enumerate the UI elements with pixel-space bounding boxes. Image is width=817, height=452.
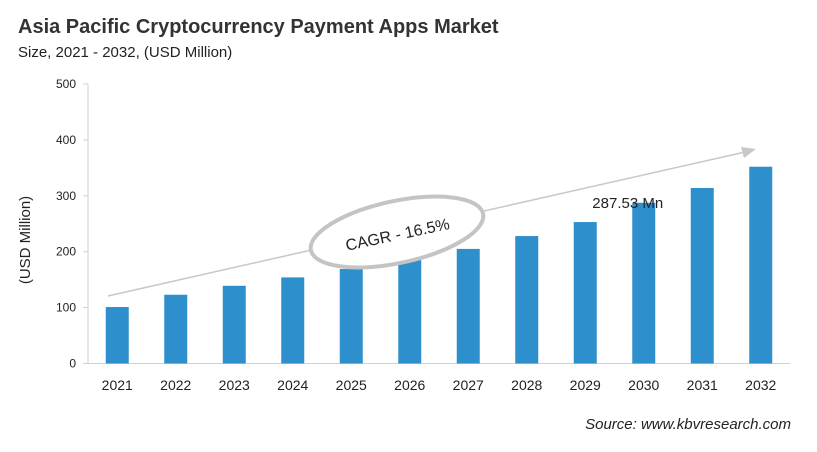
x-tick-label: 2023 — [219, 377, 250, 393]
chart-subtitle: Size, 2021 - 2032, (USD Million) — [18, 44, 233, 61]
y-tick-label: 0 — [69, 357, 76, 371]
x-tick-label: 2029 — [570, 377, 601, 393]
bar-2025 — [339, 269, 363, 364]
y-tick-label: 300 — [56, 189, 76, 203]
y-axis-label: (USD Million) — [17, 196, 34, 284]
arrow-head-icon — [741, 147, 756, 158]
x-tick-label: 2022 — [160, 377, 191, 393]
x-tick-label: 2024 — [277, 377, 308, 393]
bar-2026 — [398, 259, 422, 364]
y-tick-label: 100 — [56, 301, 76, 315]
bar-2030 — [632, 202, 656, 364]
bar-2032 — [749, 166, 773, 364]
bar-2031 — [690, 187, 714, 364]
y-tick-label: 400 — [56, 133, 76, 147]
bar-2024 — [281, 277, 305, 364]
source-note: Source: www.kbvresearch.com — [585, 416, 791, 433]
x-tick-label: 2021 — [102, 377, 133, 393]
x-tick-label: 2031 — [687, 377, 718, 393]
x-tick-label: 2027 — [453, 377, 484, 393]
bar-2029 — [573, 222, 597, 364]
bar-2023 — [222, 285, 246, 364]
chart-title: Asia Pacific Cryptocurrency Payment Apps… — [18, 16, 499, 38]
cagr-ellipse — [308, 194, 486, 270]
bar-2022 — [164, 294, 188, 364]
y-tick-label: 200 — [56, 245, 76, 259]
bar-2027 — [456, 248, 480, 364]
x-tick-label: 2025 — [336, 377, 367, 393]
x-tick-label: 2032 — [745, 377, 776, 393]
y-tick-label: 500 — [56, 77, 76, 91]
x-tick-label: 2026 — [394, 377, 425, 393]
x-tick-label: 2030 — [628, 377, 659, 393]
value-label: 287.53 Mn — [592, 195, 663, 212]
bar-2021 — [105, 307, 129, 364]
bar-2028 — [515, 236, 539, 364]
x-tick-label: 2028 — [511, 377, 542, 393]
